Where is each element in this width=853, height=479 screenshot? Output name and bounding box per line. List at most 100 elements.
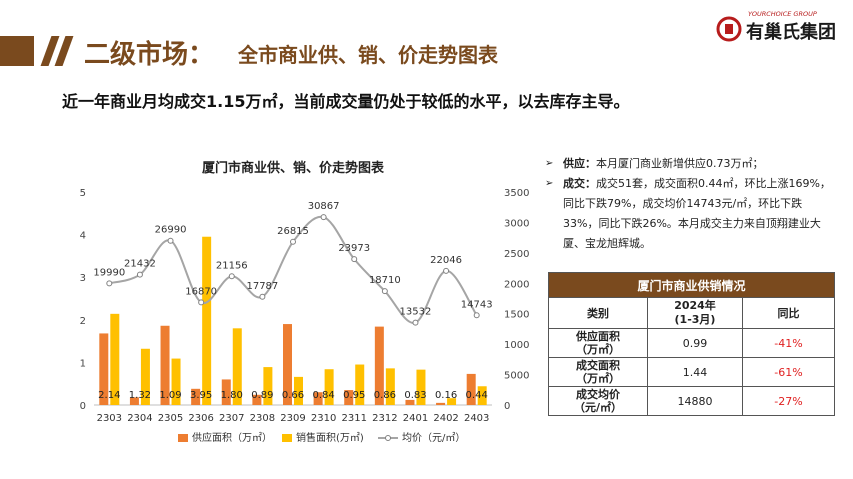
row-label: 成交面积 （万㎡） <box>548 357 648 387</box>
price-point <box>259 293 266 300</box>
sales-bar <box>416 369 426 405</box>
deal-text: 成交51套，成交面积0.44㎡，环比上涨169%，同比下跌79%，成交均价147… <box>563 177 831 250</box>
row-value: 14880 <box>647 386 743 416</box>
price-data-label: 26815 <box>277 226 309 237</box>
x-tick-label: 2312 <box>372 413 397 424</box>
price-point <box>412 319 419 326</box>
y-right-tick-label: 30000 <box>504 218 530 229</box>
price-point <box>106 280 113 287</box>
x-tick-label: 2308 <box>250 413 275 424</box>
price-data-label: 26990 <box>155 225 187 236</box>
supply-text: 本月厦门商业新增供应0.73万㎡； <box>596 157 764 170</box>
sales-data-label: 1.32 <box>129 390 151 401</box>
table-caption: 厦门市商业供销情况 <box>548 272 835 298</box>
supply-bar <box>374 326 384 405</box>
sales-bar <box>324 369 334 405</box>
legend-marker-price <box>385 435 391 441</box>
sales-data-label: 0.44 <box>466 390 488 401</box>
row-yoy: -41% <box>742 328 835 358</box>
company-logo: YOURCHOICE GROUP 有巢氏集团 <box>712 10 847 50</box>
price-data-label: 21156 <box>216 260 248 271</box>
x-tick-label: 2306 <box>188 413 213 424</box>
sales-data-label: 0.66 <box>282 390 304 401</box>
supply-bar <box>191 388 201 405</box>
price-data-label: 13532 <box>400 307 432 318</box>
sales-data-label: 0.16 <box>435 390 457 401</box>
logo-english: YOURCHOICE GROUP <box>748 10 817 18</box>
price-point <box>167 237 174 244</box>
supply-bar <box>405 399 415 405</box>
deal-label: 成交： <box>563 177 596 190</box>
price-data-label: 22046 <box>430 255 462 266</box>
supply-bar <box>129 397 139 405</box>
y-left-tick-label: 4 <box>80 231 86 242</box>
supply-label: 供应： <box>563 157 596 170</box>
row-label: 供应面积 （万㎡） <box>548 328 648 358</box>
price-point <box>198 299 205 306</box>
price-data-label: 18710 <box>369 275 401 286</box>
sales-data-label: 0.83 <box>404 390 426 401</box>
y-right-tick-label: 0 <box>504 401 510 412</box>
sales-bar <box>447 398 457 405</box>
legend-swatch-supply <box>178 434 188 442</box>
sales-data-label: 1.80 <box>221 390 243 401</box>
sales-bar <box>171 358 181 405</box>
supply-bar <box>160 325 170 405</box>
legend-swatch-sales <box>282 434 292 442</box>
legend-label-supply: 供应面积（万㎡） <box>192 431 272 444</box>
supply-bar <box>313 392 323 405</box>
supply-sales-price-chart: 厦门市商业供、销、价走势图表 0 1 2 3 4 5 0 5000 10000 15000 20000… <box>80 160 530 444</box>
page-subtitle: 全市商业供、销、价走势图表 <box>238 43 498 67</box>
supply-bar <box>283 324 292 405</box>
deal-bullet: ➢ 成交：成交51套，成交面积0.44㎡，环比上涨169%，同比下跌79%，成交… <box>537 174 837 254</box>
supply-bar <box>99 333 109 405</box>
y-left-tick-label: 1 <box>80 358 86 369</box>
x-tick-label: 2309 <box>280 413 305 424</box>
y-left-tick-label: 5 <box>80 188 86 199</box>
table-header-yoy: 同比 <box>742 297 835 329</box>
x-tick-label: 2401 <box>403 413 428 424</box>
price-data-label: 14743 <box>461 299 493 310</box>
sales-bar <box>355 364 365 405</box>
chart-title: 厦门市商业供、销、价走势图表 <box>202 160 385 176</box>
legend-label-price: 均价（元/㎡） <box>402 432 465 444</box>
headline: 近一年商业月均成交1.15万㎡，当前成交量仍处于较低的水平，以去库存主导。 <box>62 92 630 111</box>
sales-data-label: 0.86 <box>374 390 396 401</box>
row-yoy: -61% <box>742 357 835 387</box>
supply-bullet: ➢ 供应：本月厦门商业新增供应0.73万㎡； <box>537 154 837 174</box>
y-right-tick-label: 5000 <box>504 371 529 382</box>
price-point <box>351 256 358 263</box>
price-data-label: 17787 <box>246 281 278 292</box>
header-accent-bar <box>0 36 34 66</box>
row-value: 0.99 <box>647 328 743 358</box>
price-point <box>136 271 143 278</box>
logo-mark-icon <box>716 16 742 42</box>
y-left-tick-label: 2 <box>80 316 86 327</box>
sales-data-label: 0.95 <box>343 390 365 401</box>
sales-bar <box>477 386 487 405</box>
y-right-tick-label: 20000 <box>504 279 530 290</box>
price-data-label: 16870 <box>185 286 217 297</box>
price-point <box>381 288 388 295</box>
sales-data-label: 3.95 <box>190 390 212 401</box>
x-tick-label: 2310 <box>311 413 336 424</box>
supply-bar <box>252 394 262 405</box>
y-right-tick-label: 35000 <box>504 188 530 199</box>
price-data-label: 30867 <box>308 201 340 212</box>
x-tick-label: 2307 <box>219 413 244 424</box>
table-row: 成交面积 （万㎡） 1.44 -61% <box>548 357 835 387</box>
price-data-label: 19990 <box>93 267 125 278</box>
page-title: 二级市场： <box>84 40 215 70</box>
row-yoy: -27% <box>742 386 835 416</box>
sales-bar <box>263 367 273 405</box>
bullet-arrow-icon: ➢ <box>545 178 554 189</box>
supply-bar <box>221 379 231 405</box>
x-tick-label: 2311 <box>342 413 367 424</box>
y-left-tick-label: 0 <box>80 401 86 412</box>
price-data-label: 21432 <box>124 259 156 270</box>
supply-sales-table: 厦门市商业供销情况 类别 2024年 (1-3月) 同比 供应面积 （万㎡） 0… <box>548 272 835 416</box>
x-tick-label: 2304 <box>127 413 152 424</box>
sales-bar <box>140 348 150 405</box>
table-header-category: 类别 <box>548 297 648 329</box>
x-tick-label: 2403 <box>464 413 489 424</box>
